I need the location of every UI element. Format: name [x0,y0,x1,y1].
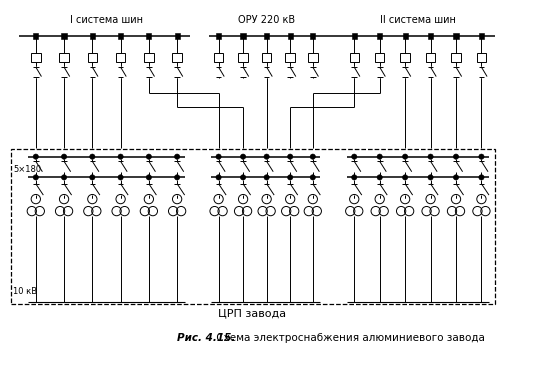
Circle shape [175,175,180,180]
Bar [214,53,223,62]
Bar [116,53,125,62]
Circle shape [146,154,151,159]
Circle shape [90,175,95,180]
Circle shape [264,175,269,180]
Circle shape [377,154,382,159]
Circle shape [287,154,293,159]
Bar [60,53,69,62]
Circle shape [90,154,95,159]
Circle shape [377,175,382,180]
Bar [88,53,97,62]
Bar [33,33,38,39]
Circle shape [118,175,123,180]
Bar [216,33,221,39]
Bar [146,33,151,39]
Bar [377,33,382,39]
Bar [61,33,67,39]
Bar [426,53,436,62]
Circle shape [216,154,221,159]
Text: 10 кВ: 10 кВ [13,287,37,296]
Circle shape [33,175,39,180]
Circle shape [352,175,357,180]
Bar [310,33,315,39]
Circle shape [216,175,221,180]
Bar [90,33,95,39]
Bar [308,53,317,62]
Circle shape [61,175,67,180]
Bar [175,33,180,39]
Bar [375,53,384,62]
Circle shape [310,175,315,180]
Bar [262,53,271,62]
Circle shape [453,175,459,180]
Circle shape [403,175,408,180]
Circle shape [287,175,293,180]
Bar [451,53,461,62]
Circle shape [241,154,246,159]
Text: Схема электроснабжения алюминиевого завода: Схема электроснабжения алюминиевого заво… [213,333,485,342]
Bar [403,33,408,39]
Circle shape [241,175,246,180]
Bar [11,149,495,304]
Bar [286,53,295,62]
Bar [453,33,459,39]
Bar [264,33,269,39]
Circle shape [428,154,433,159]
Circle shape [264,154,269,159]
Circle shape [453,154,459,159]
Text: 5×180: 5×180 [13,165,41,174]
Circle shape [33,154,39,159]
Circle shape [479,175,484,180]
Bar [172,53,182,62]
Bar [288,33,293,39]
Bar [479,33,484,39]
Circle shape [479,154,484,159]
Text: I система шин: I система шин [70,15,143,25]
Circle shape [61,154,67,159]
Circle shape [146,175,151,180]
Bar [118,33,123,39]
Bar [144,53,154,62]
Text: ОРУ 220 кВ: ОРУ 220 кВ [238,15,295,25]
Bar [401,53,410,62]
Text: Рис. 4.15.: Рис. 4.15. [177,333,236,342]
Text: ЦРП завода: ЦРП завода [219,308,287,318]
Circle shape [175,154,180,159]
Bar [350,53,359,62]
Bar [352,33,357,39]
Bar [477,53,486,62]
Bar [238,53,248,62]
Circle shape [428,175,433,180]
Bar [241,33,245,39]
Text: II система шин: II система шин [380,15,456,25]
Circle shape [403,154,408,159]
Bar [31,53,40,62]
Circle shape [310,154,315,159]
Circle shape [352,154,357,159]
Circle shape [118,154,123,159]
Bar [428,33,433,39]
